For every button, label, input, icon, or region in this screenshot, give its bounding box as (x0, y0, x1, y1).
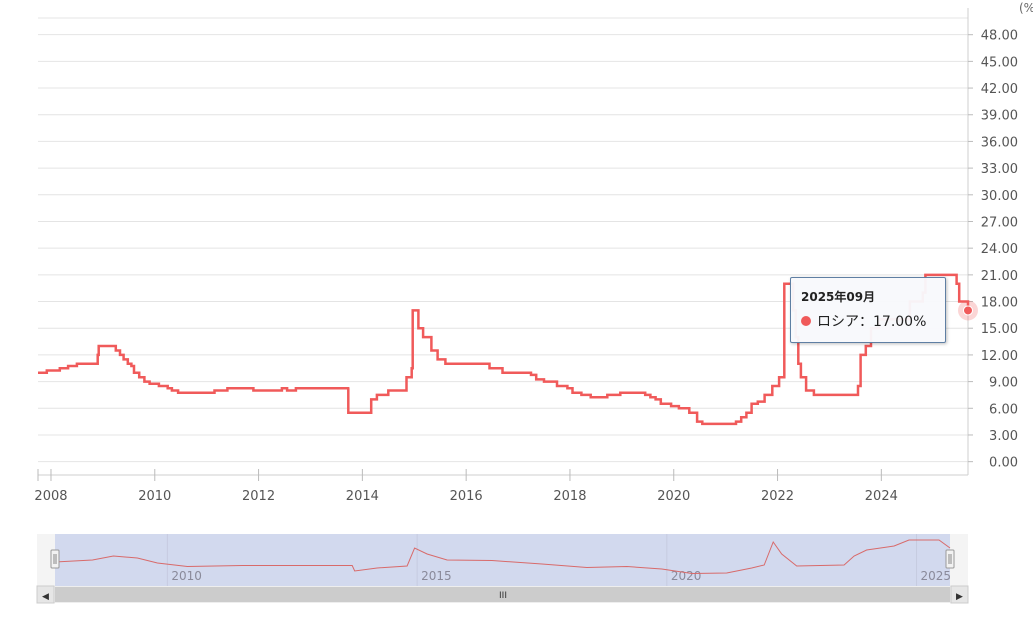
y-tick-label: 30.00 (981, 189, 1018, 204)
y-tick-label: 12.00 (981, 349, 1018, 364)
x-tick-label: 2016 (450, 489, 483, 504)
navigator-label: 2010 (171, 569, 202, 583)
y-axis-ticks: 0.00 3.00 6.00 9.00 12.00 15.00 18.00 21.00 24.0… (968, 29, 1018, 471)
y-tick-label: 33.00 (981, 162, 1018, 177)
x-tick-label: 2010 (138, 489, 171, 504)
right-arrow-icon: ▶ (956, 592, 963, 602)
navigator-label: 2020 (671, 569, 702, 583)
tooltip-separator: ： (859, 314, 873, 330)
y-tick-label: 9.00 (989, 376, 1018, 391)
series-line-russia (38, 273, 970, 426)
x-tick-label: 2014 (346, 489, 379, 504)
series-dot-icon (801, 316, 811, 326)
x-tick-label: 2018 (553, 489, 586, 504)
y-tick-label: 0.00 (989, 456, 1018, 471)
y-tick-label: 3.00 (989, 429, 1018, 444)
x-tick-label: 2022 (761, 489, 794, 504)
data-tooltip: 2025年09月 ロシア：17.00% (790, 277, 946, 343)
y-tick-label: 15.00 (981, 322, 1018, 337)
chart-grid (38, 8, 969, 475)
tooltip-value: 17.00% (873, 314, 927, 330)
scroll-right-button[interactable] (950, 585, 969, 604)
y-tick-label: 36.00 (981, 135, 1018, 150)
y-tick-label: 45.00 (981, 55, 1018, 70)
highlight-point (963, 305, 973, 316)
y-tick-label: 24.00 (981, 242, 1018, 257)
y-tick-label: 48.00 (981, 29, 1018, 44)
x-tick-label: 2024 (865, 489, 898, 504)
scroll-left-button[interactable] (36, 585, 55, 604)
tooltip-series-name: ロシア (817, 314, 859, 330)
range-navigator[interactable]: 2010 2015 2020 2025 III ◀ ▶ (36, 534, 969, 604)
navigator-label: 2025 (921, 569, 952, 583)
y-tick-label: 42.00 (981, 82, 1018, 97)
navigator-selected-range[interactable] (55, 534, 950, 586)
scrollbar-thumb[interactable] (55, 587, 950, 602)
navigator-right-handle[interactable] (945, 549, 955, 569)
left-arrow-icon: ◀ (42, 592, 49, 602)
y-tick-label: 18.00 (981, 296, 1018, 311)
navigator-series-line (54, 539, 951, 575)
x-tick-label: 2008 (34, 489, 67, 504)
x-tick-label: 2020 (657, 489, 690, 504)
x-axis: 2008 2010 2012 2014 2016 2018 2020 2022 2024 (34, 469, 968, 504)
x-tick-label: 2012 (242, 489, 275, 504)
tooltip-date: 2025年09月 (801, 290, 876, 304)
y-tick-label: 21.00 (981, 269, 1018, 284)
navigator-left-handle[interactable] (50, 549, 60, 569)
tooltip-row: ロシア：17.00% (801, 311, 945, 331)
y-tick-label: 6.00 (989, 402, 1018, 417)
scrollbar-grip: III (499, 591, 507, 601)
navigator-label: 2015 (421, 569, 452, 583)
y-tick-label: 27.00 (981, 215, 1018, 230)
series-layer (38, 273, 978, 426)
y-tick-label: 39.00 (981, 109, 1018, 124)
y-axis-unit: (%) (1019, 1, 1033, 15)
